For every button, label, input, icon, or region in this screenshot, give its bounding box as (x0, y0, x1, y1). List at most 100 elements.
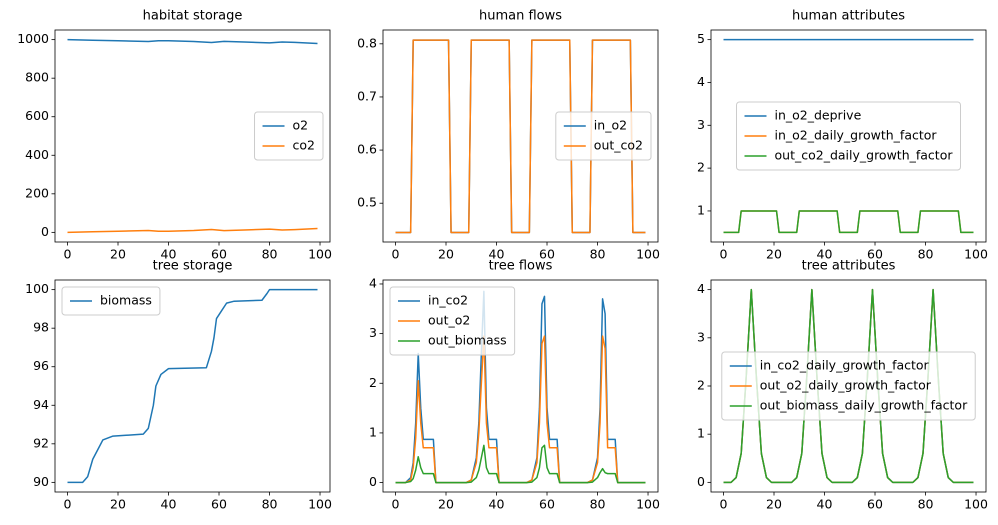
y-tick-label: 1 (697, 202, 705, 217)
legend-label: o2 (293, 118, 309, 133)
subplot: 0 20 40 60 80 100 1 2 3 4 5 human attributes in_o2_d… (697, 9, 988, 262)
legend-label: out_co2 (594, 138, 643, 153)
x-tick-label: 40 (817, 247, 833, 262)
y-tick-label: 800 (25, 70, 49, 85)
legend-label: co2 (293, 138, 315, 153)
legend-box (736, 101, 961, 171)
x-tick-label: 100 (308, 497, 332, 512)
x-tick-label: 60 (211, 247, 227, 262)
x-tick-label: 80 (262, 247, 278, 262)
y-tick-label: 4 (697, 74, 705, 89)
x-tick-label: 20 (110, 497, 126, 512)
subplot-title: habitat storage (143, 9, 243, 24)
legend-label: out_o2_daily_growth_factor (760, 378, 932, 393)
x-tick-label: 20 (110, 247, 126, 262)
x-tick-label: 100 (308, 247, 332, 262)
legend-label: in_co2 (428, 293, 468, 308)
legend-label: biomass (100, 293, 152, 308)
x-tick-label: 60 (539, 497, 555, 512)
y-tick-label: 100 (25, 281, 49, 296)
subplot: 0 20 40 60 80 100 0.5 0.6 0.7 0.8 human flows in_o2… (357, 9, 660, 262)
subplot-title: human attributes (792, 9, 905, 24)
subplot: 0 20 40 60 80 100 90 92 94 96 98 100 tree storage bio… (25, 259, 332, 512)
y-tick-label: 3 (697, 117, 705, 132)
x-tick-label: 20 (766, 497, 782, 512)
y-tick-label: 2 (369, 375, 377, 390)
y-tick-label: 2 (697, 378, 705, 393)
line-series (67, 227, 318, 234)
y-tick-label: 0 (41, 224, 49, 239)
y-tick-label: 4 (697, 281, 705, 296)
y-tick-label: 0.8 (357, 35, 377, 50)
y-tick-label: 0 (369, 474, 377, 489)
legend-label: in_co2_daily_growth_factor (760, 358, 930, 373)
x-tick-label: 60 (211, 497, 227, 512)
line-series (67, 288, 318, 484)
x-tick-label: 60 (867, 247, 883, 262)
legend-box (254, 111, 324, 161)
x-tick-label: 0 (392, 247, 400, 262)
y-tick-label: 600 (25, 108, 49, 123)
legend: biomass (61, 286, 161, 316)
y-tick-label: 3 (369, 325, 377, 340)
y-tick-label: 92 (33, 435, 49, 450)
legend-box (389, 286, 516, 356)
legend-label: out_co2_daily_growth_factor (775, 148, 954, 163)
legend-box (61, 286, 161, 316)
line-series (395, 444, 646, 484)
legend-box (555, 111, 652, 161)
y-tick-label: 5 (697, 31, 705, 46)
axes-frame (382, 29, 659, 243)
legend-label: out_o2 (428, 313, 470, 328)
x-tick-label: 0 (64, 247, 72, 262)
x-tick-label: 80 (918, 497, 934, 512)
x-tick-label: 60 (867, 497, 883, 512)
subplot: 0 20 40 60 80 100 0 1 2 3 4 tree attributes in_co2_d… (697, 259, 988, 512)
subplot: 0 20 40 60 80 100 0 1 2 3 4 tree flows in_co2 out_o2o… (369, 259, 660, 512)
y-tick-label: 1 (697, 426, 705, 441)
x-tick-label: 0 (720, 497, 728, 512)
y-tick-label: 400 (25, 147, 49, 162)
y-tick-label: 1 (369, 424, 377, 439)
legend-label: out_biomass (428, 333, 507, 348)
x-tick-label: 0 (64, 497, 72, 512)
x-tick-label: 100 (964, 247, 988, 262)
legend: in_o2 out_co2 (555, 111, 652, 161)
x-tick-label: 0 (392, 497, 400, 512)
legend: in_co2 out_o2 out_biomass (389, 286, 516, 356)
subplot-title: tree attributes (802, 259, 896, 274)
y-tick-label: 0.7 (357, 88, 377, 103)
legend-box (721, 351, 976, 421)
line-series (723, 210, 974, 234)
x-tick-label: 40 (489, 247, 505, 262)
y-tick-label: 96 (33, 358, 49, 373)
y-tick-label: 2 (697, 160, 705, 175)
legend-label: in_o2_daily_growth_factor (775, 128, 938, 143)
y-tick-label: 90 (33, 474, 49, 489)
y-tick-label: 0.5 (357, 195, 377, 210)
legend-label: out_biomass_daily_growth_factor (760, 398, 968, 413)
x-tick-label: 40 (817, 497, 833, 512)
y-tick-label: 4 (369, 275, 377, 290)
y-tick-label: 0 (697, 474, 705, 489)
x-tick-label: 100 (636, 247, 660, 262)
y-tick-label: 0.6 (357, 142, 377, 157)
y-tick-label: 94 (33, 397, 49, 412)
x-tick-label: 40 (161, 247, 177, 262)
x-tick-label: 80 (262, 497, 278, 512)
x-tick-label: 40 (161, 497, 177, 512)
legend: in_co2_daily_growth_factor out_o2_daily_g… (721, 351, 976, 421)
y-tick-label: 3 (697, 329, 705, 344)
subplot-title: tree storage (153, 259, 233, 274)
subplot-title: tree flows (489, 259, 553, 274)
x-tick-label: 100 (964, 497, 988, 512)
line-series (67, 38, 318, 45)
x-tick-label: 20 (766, 247, 782, 262)
subplot-title: human flows (479, 9, 562, 24)
x-tick-label: 40 (489, 497, 505, 512)
x-tick-label: 60 (539, 247, 555, 262)
axes-frame (382, 279, 659, 493)
legend-label: in_o2_deprive (775, 108, 862, 123)
